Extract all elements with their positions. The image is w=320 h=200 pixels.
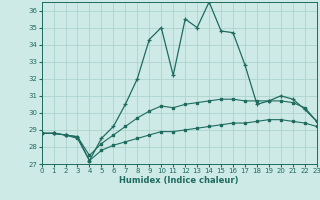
X-axis label: Humidex (Indice chaleur): Humidex (Indice chaleur) xyxy=(119,176,239,185)
